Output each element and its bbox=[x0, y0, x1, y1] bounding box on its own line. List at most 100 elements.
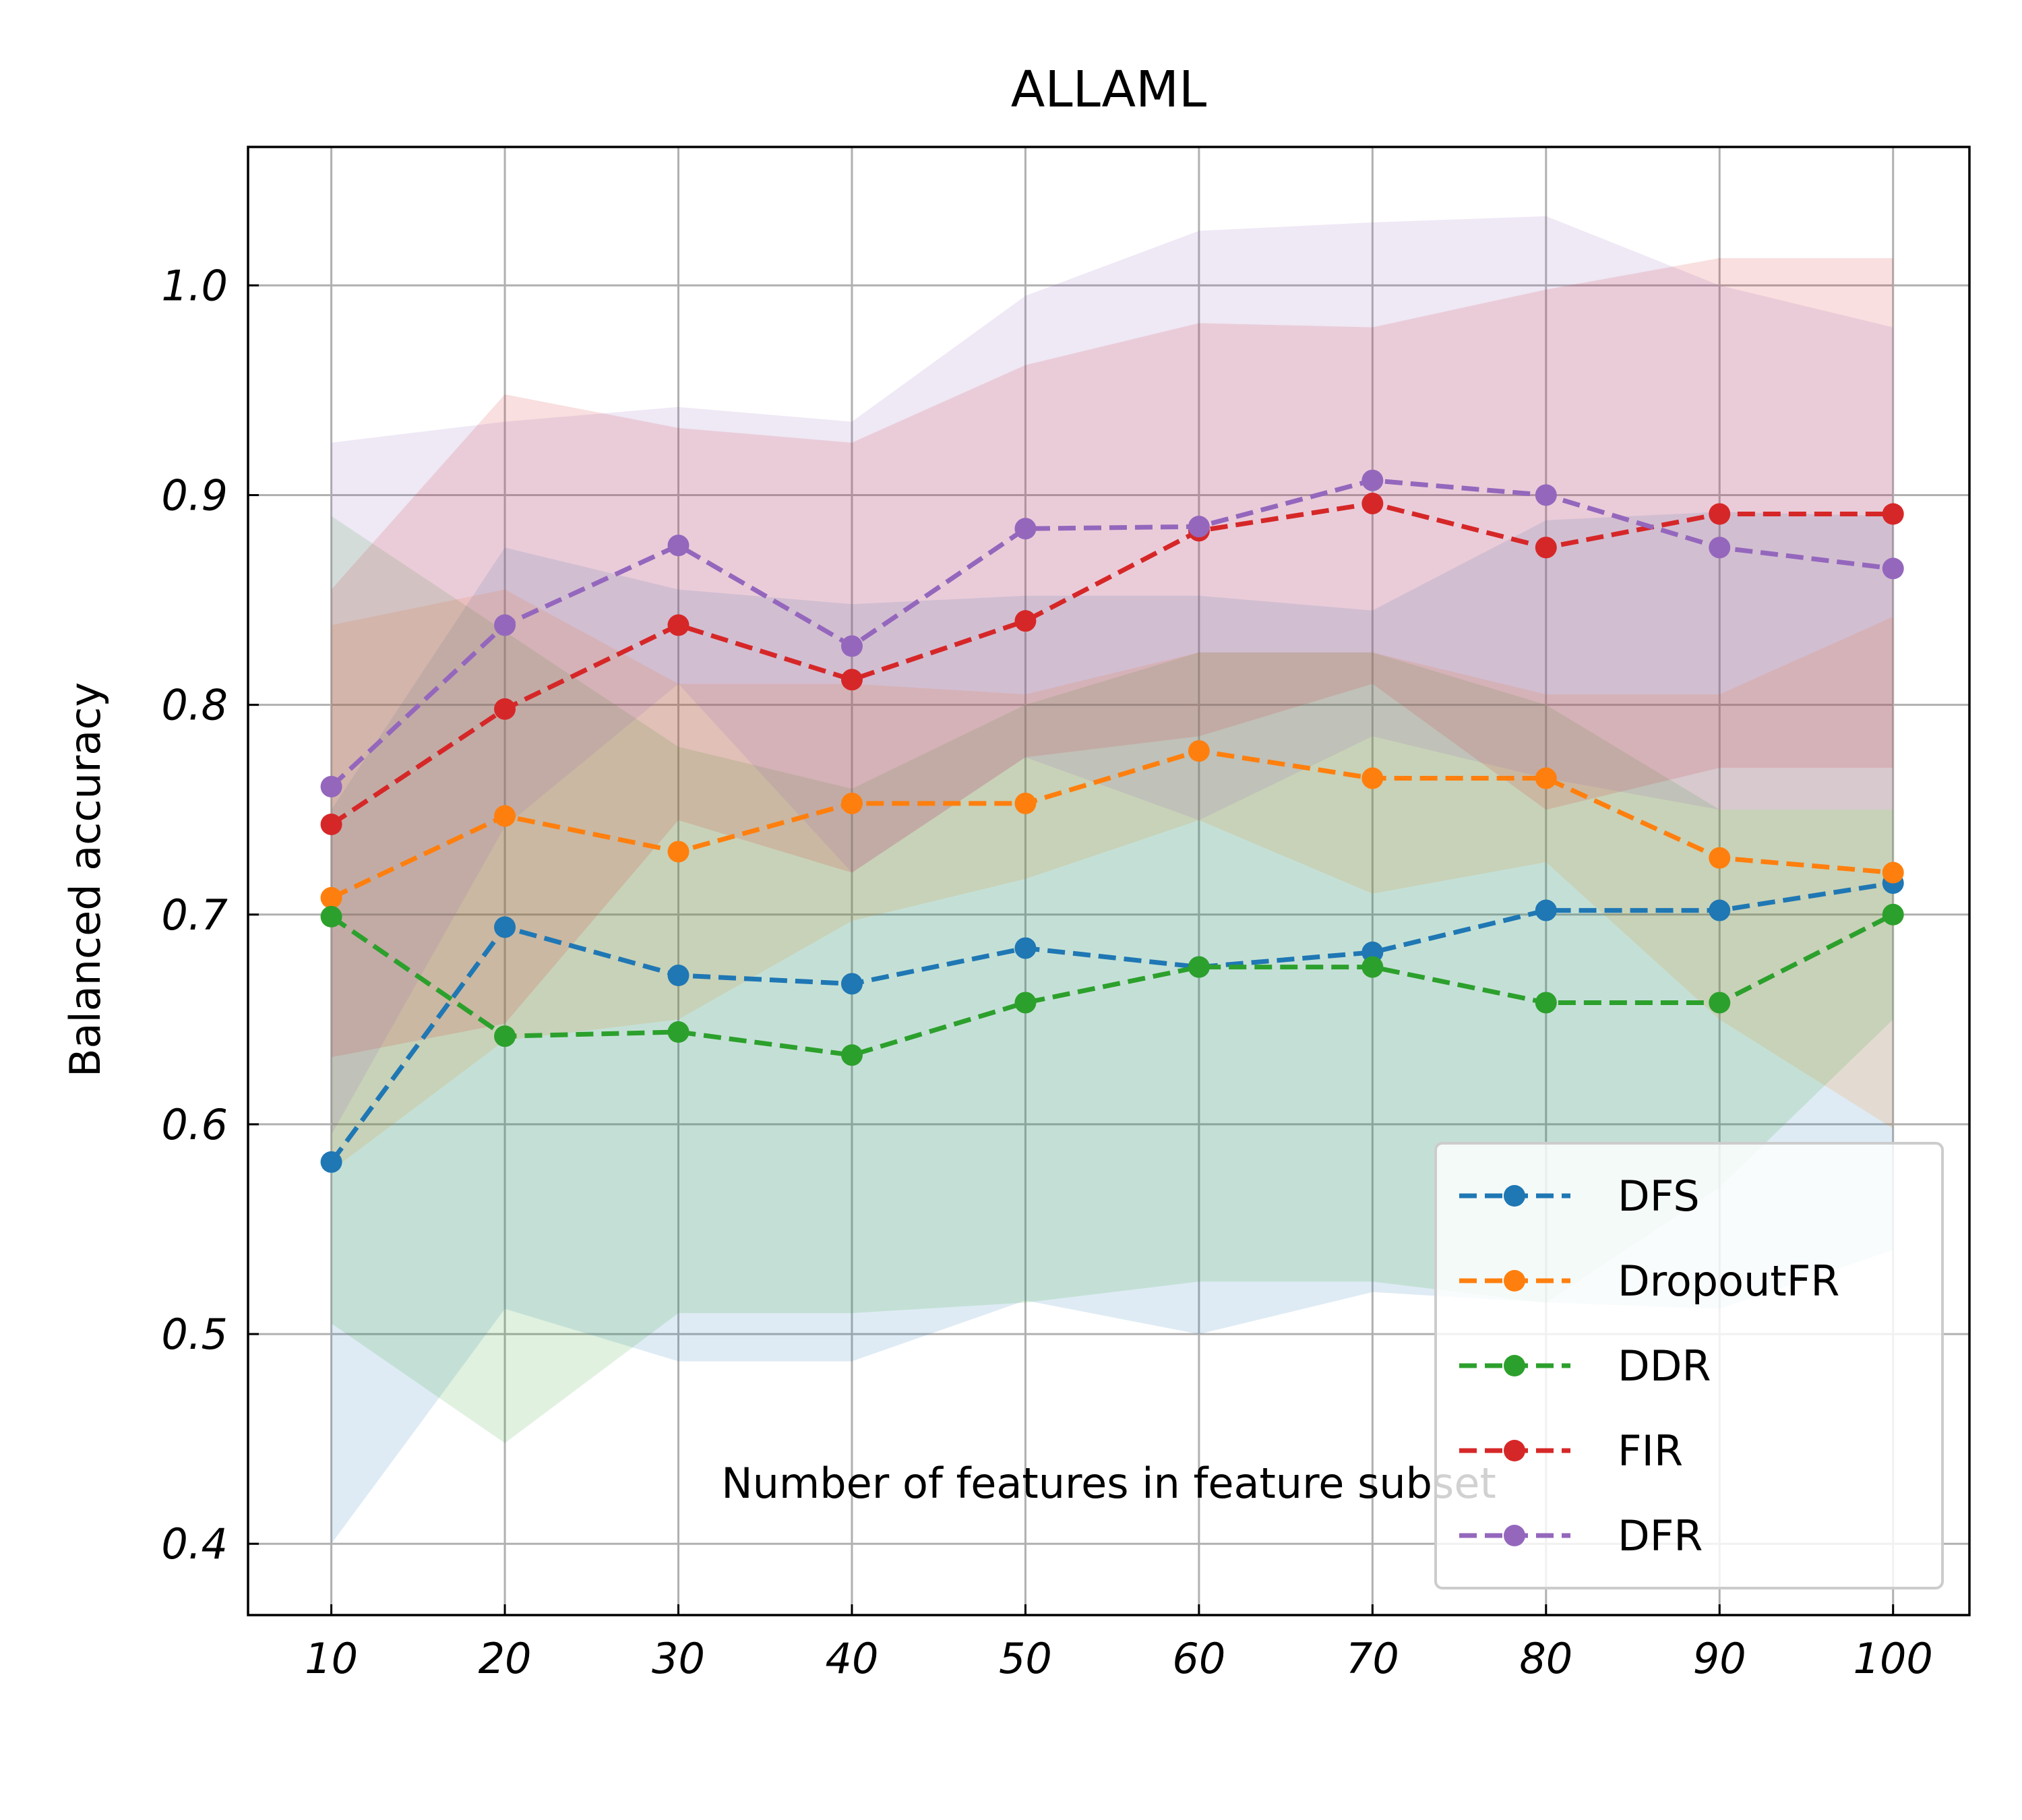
legend-label-3: FIR bbox=[1618, 1426, 1683, 1476]
point-1-3 bbox=[840, 792, 863, 814]
point-4-9 bbox=[1882, 557, 1904, 580]
point-3-0 bbox=[320, 813, 342, 835]
point-4-4 bbox=[1014, 518, 1037, 540]
point-4-5 bbox=[1188, 516, 1210, 538]
point-1-9 bbox=[1882, 861, 1904, 884]
x-tick-label-5: 60 bbox=[1172, 1634, 1225, 1683]
point-4-1 bbox=[494, 614, 516, 636]
point-4-3 bbox=[840, 635, 863, 657]
legend-marker-3 bbox=[1504, 1440, 1525, 1461]
point-0-3 bbox=[840, 973, 863, 995]
x-tick-label-7: 80 bbox=[1519, 1634, 1572, 1683]
legend-marker-0 bbox=[1504, 1185, 1525, 1207]
point-2-4 bbox=[1014, 992, 1037, 1014]
point-2-2 bbox=[667, 1021, 690, 1043]
point-3-6 bbox=[1361, 492, 1384, 514]
x-tick-label-1: 20 bbox=[479, 1634, 532, 1683]
series-line-1 bbox=[330, 748, 1893, 901]
point-3-7 bbox=[1535, 537, 1557, 559]
point-0-7 bbox=[1535, 899, 1557, 921]
legend-marker-4 bbox=[1504, 1525, 1525, 1546]
point-0-0 bbox=[320, 1151, 342, 1173]
point-3-3 bbox=[840, 669, 863, 691]
legend-item-4: DFR bbox=[1459, 1511, 1703, 1560]
legend-box bbox=[1434, 1142, 1944, 1589]
point-4-6 bbox=[1361, 469, 1384, 491]
point-2-6 bbox=[1361, 956, 1384, 978]
point-1-8 bbox=[1709, 847, 1731, 869]
band-4 bbox=[331, 216, 1893, 1135]
y-tick-label-3: 0.7 bbox=[161, 890, 228, 940]
point-0-8 bbox=[1709, 899, 1731, 921]
x-tick-label-9: 100 bbox=[1854, 1634, 1933, 1683]
legend-item-3: FIR bbox=[1459, 1426, 1683, 1476]
y-tick-label-0: 0.4 bbox=[161, 1519, 228, 1569]
point-1-5 bbox=[1188, 740, 1210, 762]
x-tick-label-6: 70 bbox=[1346, 1634, 1399, 1683]
legend-label-1: DropoutFR bbox=[1618, 1256, 1839, 1306]
point-1-2 bbox=[667, 841, 690, 863]
plot-frame bbox=[247, 146, 1971, 1616]
x-tick-label-8: 90 bbox=[1693, 1634, 1746, 1683]
gridlines bbox=[248, 147, 1969, 1615]
point-4-7 bbox=[1535, 484, 1557, 506]
series-2 bbox=[320, 903, 1904, 1066]
point-2-5 bbox=[1188, 956, 1210, 978]
series-line-2 bbox=[330, 912, 1895, 1058]
point-2-0 bbox=[320, 905, 342, 928]
legend-label-2: DDR bbox=[1618, 1341, 1711, 1391]
x-tick-label-4: 50 bbox=[999, 1634, 1052, 1683]
point-1-6 bbox=[1361, 767, 1384, 789]
point-3-2 bbox=[667, 614, 690, 636]
point-4-8 bbox=[1709, 537, 1731, 559]
y-tick-label-5: 0.9 bbox=[161, 471, 228, 520]
point-1-4 bbox=[1014, 792, 1037, 814]
legend-label-0: DFS bbox=[1618, 1172, 1700, 1221]
x-tick-label-0: 10 bbox=[305, 1634, 358, 1683]
point-2-8 bbox=[1709, 992, 1731, 1014]
legend: DFS DropoutFR DDR FIR DFR bbox=[1434, 1142, 1944, 1589]
legend-item-2: DDR bbox=[1459, 1341, 1711, 1391]
point-4-0 bbox=[320, 775, 342, 797]
y-tick-labels: 0.4 0.5 0.6 0.7 0.8 0.9 1.0 bbox=[161, 261, 228, 1569]
point-3-1 bbox=[494, 698, 516, 720]
y-axis-label: Balanced accuracy bbox=[61, 682, 110, 1077]
x-axis-label: Number of features in feature subset bbox=[721, 1459, 1496, 1508]
point-0-2 bbox=[667, 965, 690, 987]
legend-item-1: DropoutFR bbox=[1459, 1256, 1839, 1306]
series-line-0 bbox=[329, 880, 1894, 1163]
point-1-0 bbox=[320, 886, 342, 909]
point-3-4 bbox=[1014, 610, 1037, 632]
y-tick-label-4: 0.8 bbox=[161, 681, 228, 730]
x-tick-label-2: 30 bbox=[652, 1634, 705, 1683]
axis-ticks bbox=[248, 284, 1895, 1615]
series-line-4 bbox=[330, 478, 1894, 789]
y-tick-label-2: 0.6 bbox=[161, 1100, 228, 1149]
x-tick-labels: 10 20 30 40 50 60 70 80 90 100 bbox=[305, 1634, 1933, 1683]
point-2-1 bbox=[494, 1025, 516, 1048]
point-1-1 bbox=[494, 805, 516, 827]
legend-marker-2 bbox=[1504, 1355, 1525, 1376]
point-1-7 bbox=[1535, 767, 1557, 789]
legend-item-0: DFS bbox=[1459, 1172, 1700, 1221]
point-0-4 bbox=[1014, 937, 1037, 959]
series-lines bbox=[320, 469, 1904, 1173]
legend-marker-1 bbox=[1504, 1270, 1525, 1292]
series-1 bbox=[320, 740, 1904, 909]
y-tick-label-1: 0.5 bbox=[161, 1310, 228, 1359]
band-3 bbox=[331, 257, 1893, 1058]
x-tick-label-3: 40 bbox=[826, 1634, 879, 1683]
point-4-2 bbox=[667, 535, 690, 557]
band-1 bbox=[331, 589, 1893, 1171]
point-2-7 bbox=[1535, 992, 1557, 1014]
legend-label-4: DFR bbox=[1618, 1511, 1703, 1560]
point-2-3 bbox=[840, 1044, 863, 1066]
series-4 bbox=[320, 469, 1904, 797]
point-3-9 bbox=[1882, 503, 1904, 525]
point-0-1 bbox=[494, 916, 516, 938]
point-2-9 bbox=[1882, 903, 1904, 926]
y-tick-label-6: 1.0 bbox=[161, 261, 228, 310]
chart-title: ALLAML bbox=[1011, 61, 1206, 119]
point-3-8 bbox=[1709, 503, 1731, 525]
